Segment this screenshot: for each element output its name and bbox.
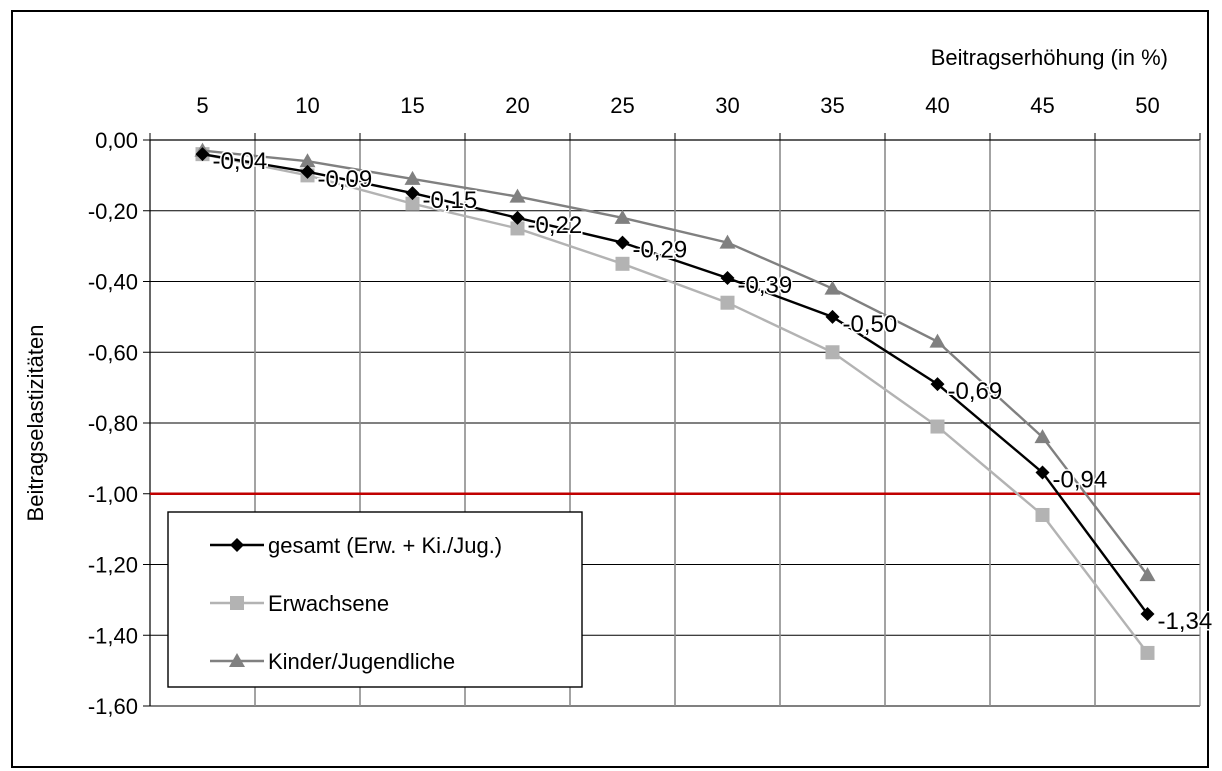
data-point-triangle [1034, 429, 1051, 444]
data-label: -0,15 [423, 187, 478, 214]
data-label: -0,39 [738, 272, 793, 299]
y-tick-label: -1,00 [88, 482, 138, 507]
legend-label: gesamt (Erw. + Ki./Jug.) [268, 533, 502, 558]
y-tick-label: 0,00 [95, 128, 138, 153]
x-tick-label: 35 [820, 93, 844, 118]
data-point-square [615, 256, 630, 271]
series-line-triangle [202, 149, 1149, 576]
data-point-triangle [824, 280, 841, 295]
data-point-diamond [825, 309, 840, 324]
data-point-triangle [929, 333, 946, 348]
data-point-triangle [299, 153, 316, 168]
series-line-square [202, 152, 1149, 654]
legend-label: Erwachsene [268, 591, 389, 616]
data-label: -0,69 [948, 378, 1003, 405]
data-point-diamond [1035, 465, 1050, 480]
y-tick-label: -0,20 [88, 199, 138, 224]
data-point-triangle [509, 188, 526, 203]
data-point-diamond [195, 147, 210, 162]
legend-label: Kinder/Jugendliche [268, 649, 455, 674]
x-tick-label: 25 [610, 93, 634, 118]
data-point-triangle [404, 170, 421, 185]
data-point-diamond [1140, 607, 1155, 622]
data-label: -0,22 [528, 212, 583, 239]
data-point-diamond [300, 164, 315, 179]
data-point-diamond [720, 270, 735, 285]
data-label: -0,94 [1053, 467, 1108, 494]
y-tick-label: -0,60 [88, 340, 138, 365]
data-point-triangle [1139, 567, 1156, 582]
data-label: -0,29 [633, 237, 688, 264]
data-point-triangle [719, 234, 736, 249]
x-tick-label: 40 [925, 93, 949, 118]
legend-marker-square [230, 596, 244, 610]
x-tick-label: 5 [196, 93, 208, 118]
data-label: -1,34 [1158, 608, 1213, 635]
data-point-square [510, 221, 525, 236]
x-tick-label: 45 [1030, 93, 1054, 118]
y-tick-label: -1,40 [88, 623, 138, 648]
legend-marker-triangle [229, 653, 245, 667]
y-tick-label: -0,80 [88, 411, 138, 436]
x-tick-label: 10 [295, 93, 319, 118]
data-point-square [1140, 645, 1155, 660]
y-axis-title: Beitragselastizitäten [23, 325, 48, 522]
x-tick-label: 20 [505, 93, 529, 118]
data-point-square [1035, 507, 1050, 522]
data-label: -0,04 [213, 148, 268, 175]
data-point-square [720, 295, 735, 310]
x-axis-title: Beitragserhöhung (in %) [931, 45, 1168, 70]
y-tick-label: -0,40 [88, 270, 138, 295]
data-point-square [930, 419, 945, 434]
x-tick-label: 15 [400, 93, 424, 118]
y-tick-label: -1,60 [88, 694, 138, 719]
legend-marker-diamond [230, 538, 244, 552]
data-point-diamond [930, 377, 945, 392]
data-point-diamond [510, 210, 525, 225]
y-tick-label: -1,20 [88, 553, 138, 578]
data-point-triangle [614, 209, 631, 224]
x-tick-label: 30 [715, 93, 739, 118]
data-point-square [405, 196, 420, 211]
data-label: -0,09 [318, 166, 373, 193]
data-point-square [825, 345, 840, 360]
data-point-diamond [405, 186, 420, 201]
data-point-diamond [615, 235, 630, 250]
series-line-diamond [202, 152, 1149, 615]
data-label: -0,50 [843, 311, 898, 338]
x-tick-label: 50 [1135, 93, 1159, 118]
